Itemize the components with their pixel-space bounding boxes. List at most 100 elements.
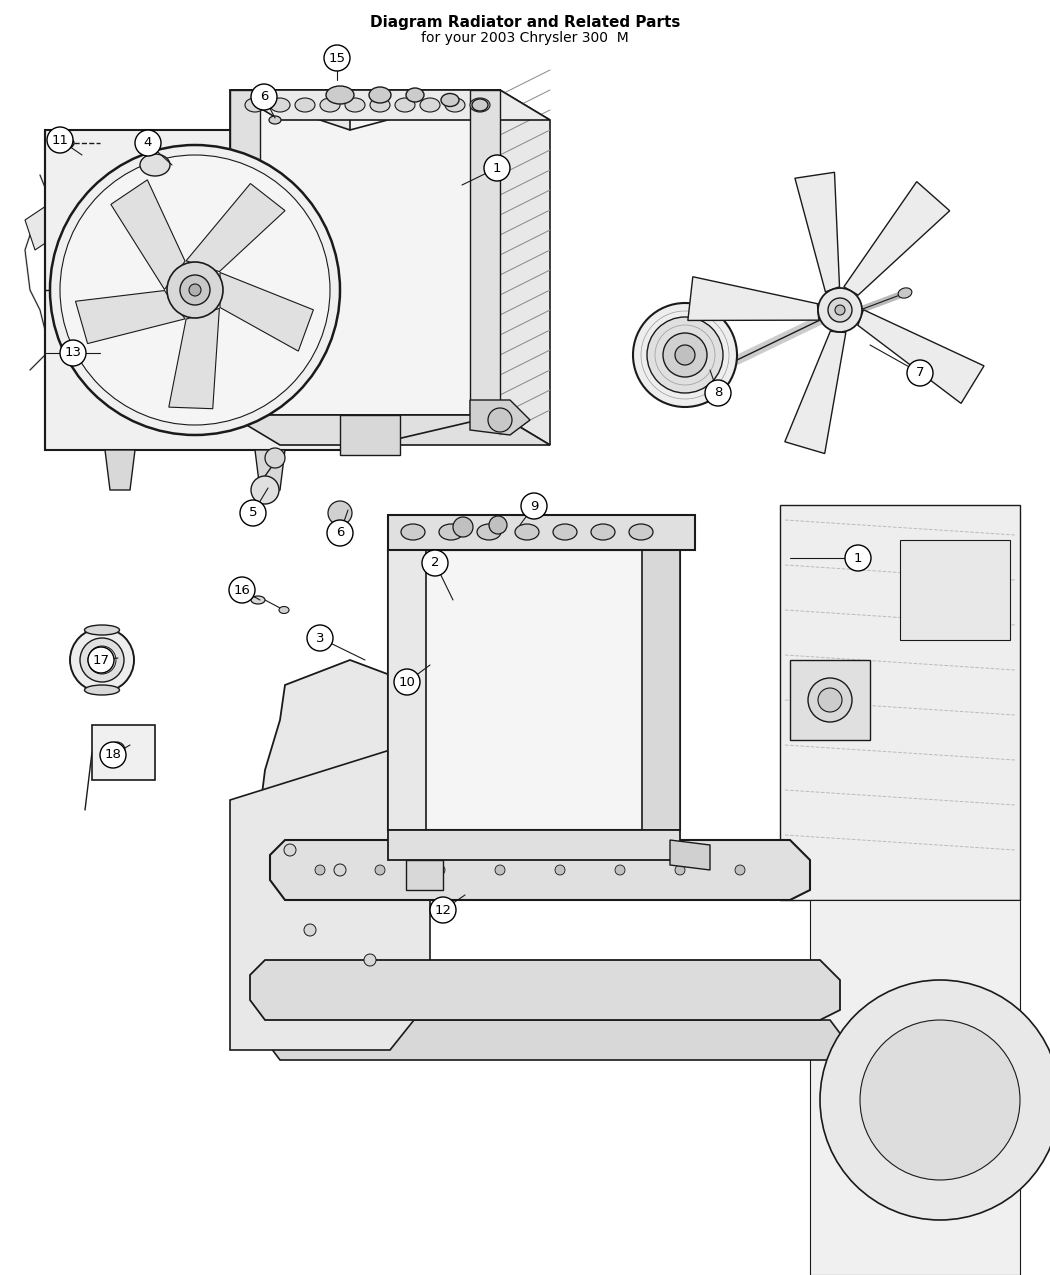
Circle shape <box>251 476 279 504</box>
Circle shape <box>488 408 512 432</box>
Circle shape <box>845 544 871 571</box>
Text: 5: 5 <box>249 506 257 519</box>
Circle shape <box>675 864 685 875</box>
Polygon shape <box>169 309 219 409</box>
Ellipse shape <box>477 524 501 541</box>
Polygon shape <box>220 273 313 351</box>
Circle shape <box>907 360 933 386</box>
Circle shape <box>818 288 862 332</box>
Text: for your 2003 Chrysler 300  M: for your 2003 Chrysler 300 M <box>421 31 629 45</box>
Circle shape <box>80 638 124 682</box>
Text: 6: 6 <box>336 527 344 539</box>
Polygon shape <box>388 550 680 830</box>
Circle shape <box>334 864 346 876</box>
Text: 1: 1 <box>854 552 862 565</box>
Circle shape <box>489 516 507 534</box>
Circle shape <box>735 864 746 875</box>
Ellipse shape <box>245 98 265 112</box>
Text: 12: 12 <box>435 904 452 917</box>
Ellipse shape <box>898 288 911 298</box>
Polygon shape <box>858 310 984 403</box>
Circle shape <box>240 500 266 527</box>
Circle shape <box>453 516 472 537</box>
Ellipse shape <box>445 98 465 112</box>
Circle shape <box>647 317 723 393</box>
Ellipse shape <box>369 87 391 103</box>
Ellipse shape <box>320 98 340 112</box>
Circle shape <box>633 303 737 407</box>
Circle shape <box>860 1020 1020 1179</box>
Ellipse shape <box>251 595 265 604</box>
Ellipse shape <box>345 98 365 112</box>
Polygon shape <box>388 550 426 830</box>
Circle shape <box>180 275 210 305</box>
Circle shape <box>324 45 350 71</box>
Polygon shape <box>784 332 846 454</box>
Circle shape <box>495 864 505 875</box>
Polygon shape <box>340 414 400 455</box>
Circle shape <box>135 130 161 156</box>
Circle shape <box>251 84 277 110</box>
Circle shape <box>663 333 707 377</box>
Polygon shape <box>270 840 810 900</box>
Polygon shape <box>230 91 500 414</box>
Circle shape <box>828 298 852 323</box>
Ellipse shape <box>84 625 120 635</box>
Polygon shape <box>255 450 285 490</box>
Text: 17: 17 <box>92 654 109 667</box>
Circle shape <box>818 688 842 711</box>
Text: 8: 8 <box>714 386 722 399</box>
Text: 16: 16 <box>233 584 251 597</box>
Circle shape <box>189 284 201 296</box>
Circle shape <box>284 844 296 856</box>
Text: 15: 15 <box>329 51 345 65</box>
Polygon shape <box>844 181 949 295</box>
Circle shape <box>229 578 255 603</box>
Polygon shape <box>388 515 695 550</box>
Text: 3: 3 <box>316 631 324 644</box>
Circle shape <box>675 346 695 365</box>
Text: 13: 13 <box>64 347 82 360</box>
Text: 6: 6 <box>259 91 268 103</box>
Circle shape <box>60 156 330 425</box>
Circle shape <box>60 340 86 366</box>
Ellipse shape <box>441 93 459 107</box>
Circle shape <box>100 742 126 768</box>
Ellipse shape <box>395 98 415 112</box>
Circle shape <box>88 646 114 673</box>
Text: 18: 18 <box>105 748 122 761</box>
Polygon shape <box>810 900 1020 1275</box>
Ellipse shape <box>439 524 463 541</box>
Circle shape <box>328 501 352 525</box>
Polygon shape <box>406 861 443 890</box>
Circle shape <box>304 924 316 936</box>
Polygon shape <box>230 91 260 414</box>
Polygon shape <box>186 184 285 272</box>
Text: 11: 11 <box>51 134 68 147</box>
Circle shape <box>375 864 385 875</box>
Ellipse shape <box>270 98 290 112</box>
Circle shape <box>484 156 510 181</box>
Circle shape <box>109 742 125 759</box>
Circle shape <box>47 128 74 153</box>
Text: 10: 10 <box>399 676 416 688</box>
Ellipse shape <box>591 524 615 541</box>
Ellipse shape <box>56 136 74 149</box>
Circle shape <box>94 652 110 668</box>
Circle shape <box>435 864 445 875</box>
Text: 7: 7 <box>916 366 924 380</box>
Polygon shape <box>500 91 550 445</box>
Ellipse shape <box>420 98 440 112</box>
Circle shape <box>820 980 1050 1220</box>
Polygon shape <box>230 414 550 445</box>
Ellipse shape <box>470 98 490 112</box>
Ellipse shape <box>269 116 281 124</box>
Circle shape <box>50 145 340 435</box>
Circle shape <box>327 520 353 546</box>
Polygon shape <box>45 130 350 450</box>
Polygon shape <box>105 450 135 490</box>
Ellipse shape <box>472 99 488 111</box>
Polygon shape <box>670 840 710 870</box>
Ellipse shape <box>514 524 539 541</box>
Circle shape <box>307 625 333 652</box>
